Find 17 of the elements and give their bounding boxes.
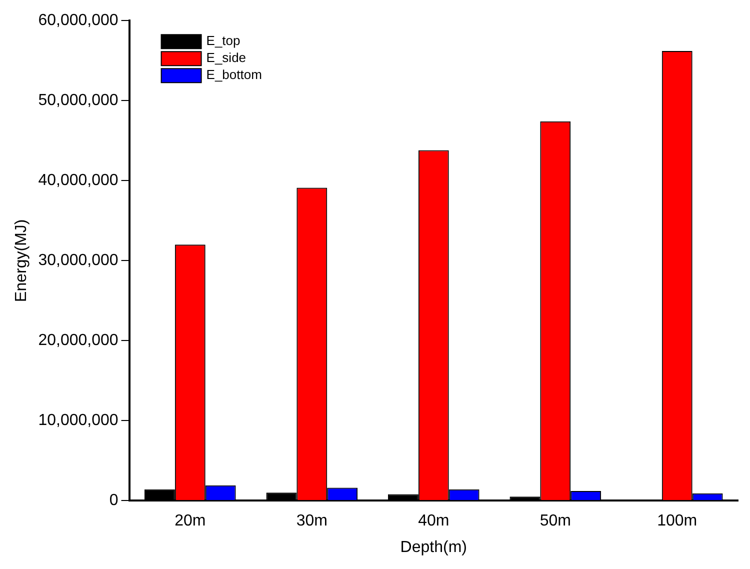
y-axis-title: Energy(MJ) <box>13 219 30 302</box>
legend-label: E_bottom <box>206 67 262 82</box>
y-tick-label: 20,000,000 <box>38 332 118 350</box>
y-tick-label: 40,000,000 <box>38 172 118 190</box>
x-tick-label: 40m <box>418 512 450 530</box>
x-axis-title: Depth(m) <box>400 538 467 556</box>
y-tick-label: 50,000,000 <box>38 92 118 110</box>
y-tick-label: 60,000,000 <box>38 12 118 30</box>
x-tick-label: 100m <box>657 512 698 530</box>
y-tick-label: 10,000,000 <box>38 412 118 430</box>
y-tick-label: 0 <box>109 492 118 510</box>
x-tick-label: 50m <box>540 512 571 530</box>
legend-label: E_top <box>206 33 240 48</box>
x-tick-label: 30m <box>296 512 328 530</box>
legend-label: E_side <box>206 50 246 66</box>
y-tick-label: 30,000,000 <box>38 252 118 270</box>
x-tick-label: 20m <box>174 512 206 530</box>
